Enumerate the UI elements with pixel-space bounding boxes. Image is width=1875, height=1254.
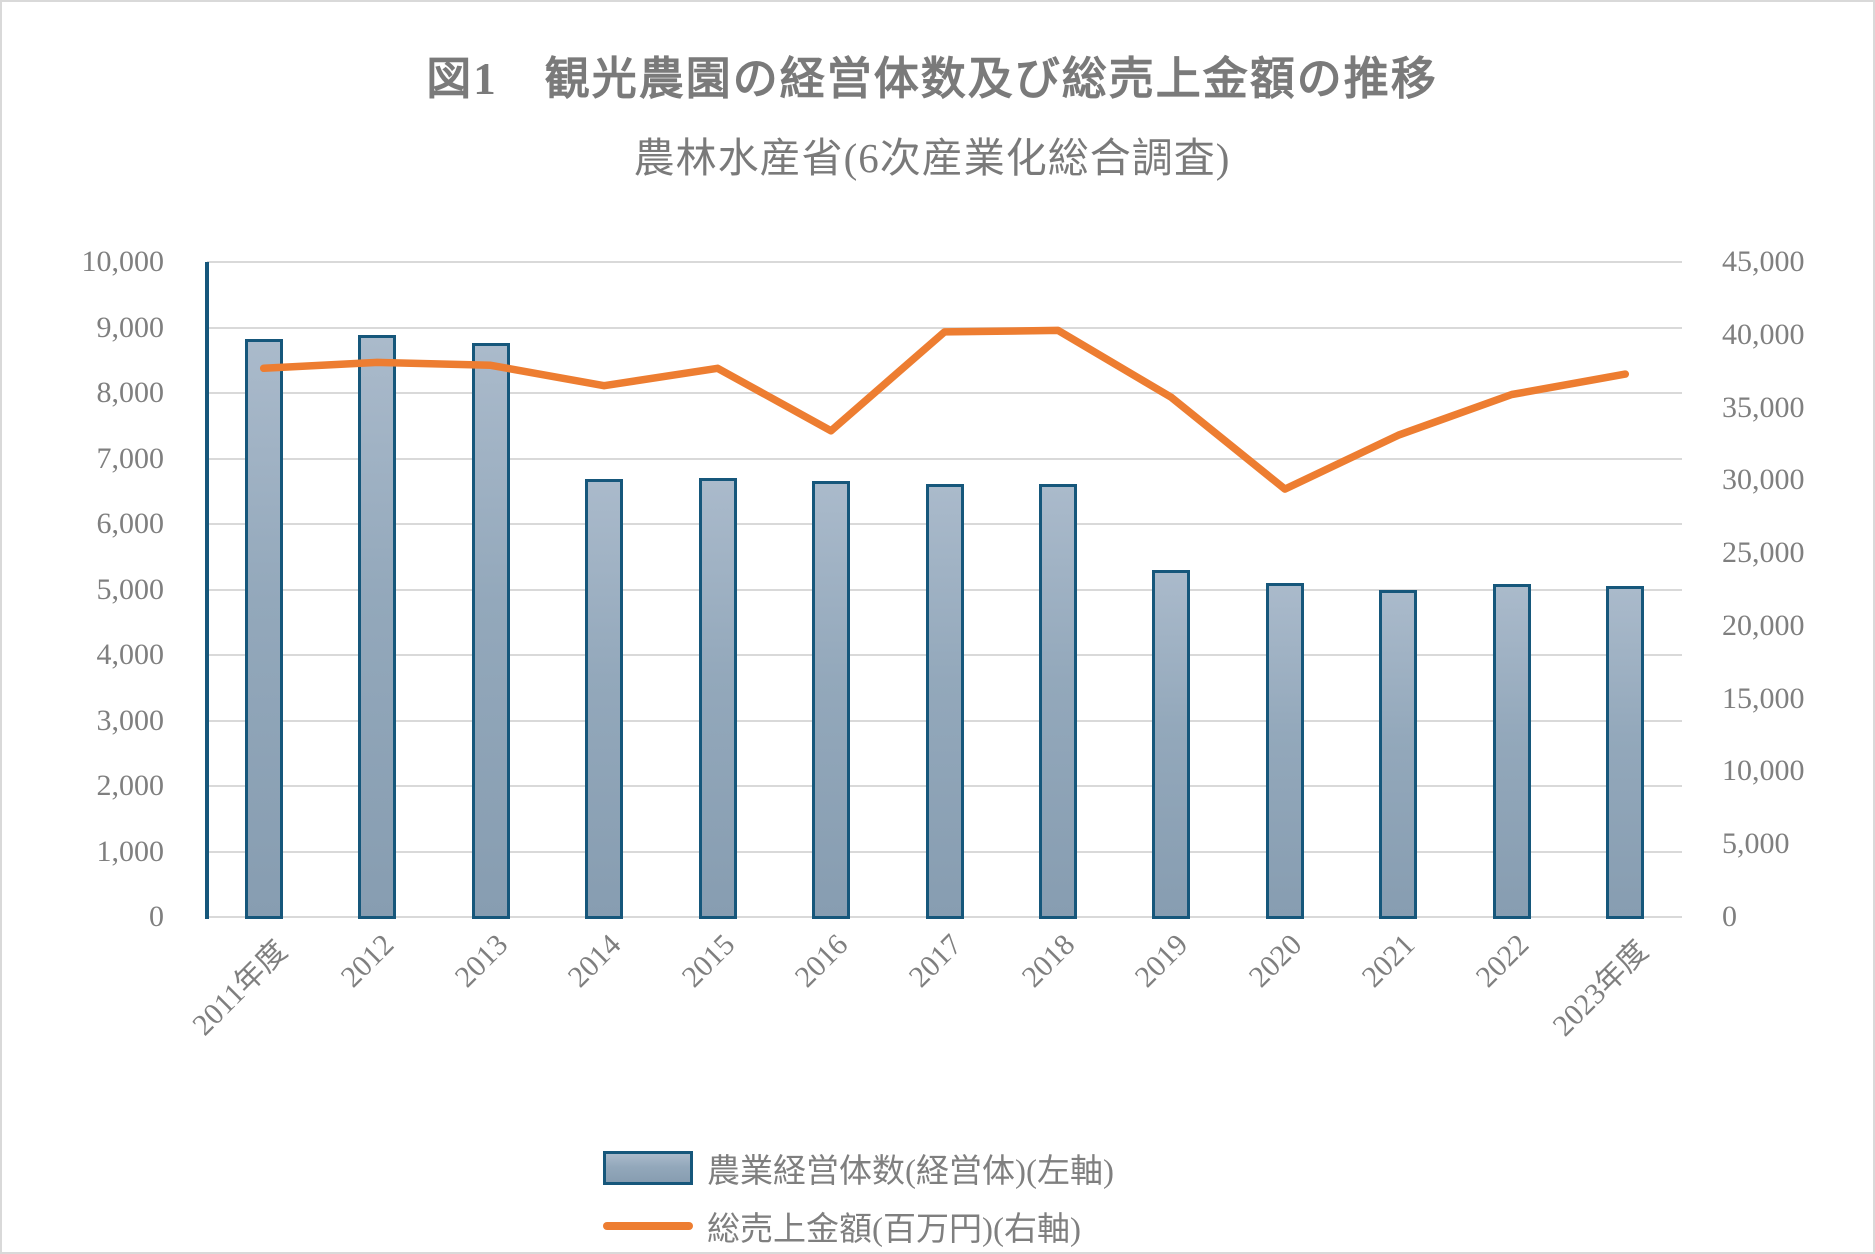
bar-2020 [1265,582,1304,919]
bar-2016 [812,481,851,919]
x-axis-tick-label-2019: 2019 [1128,928,1195,994]
gridline [207,261,1682,263]
bar-2023年度 [1606,586,1645,919]
x-axis-tick-label-2017: 2017 [902,928,968,994]
bar-2012 [358,335,397,919]
legend-bar-swatch [603,1151,693,1185]
x-axis-tick-label-2015: 2015 [675,928,741,994]
y-axis-right-tick-label: 20,000 [1722,608,1805,642]
y-axis-right-tick-label: 40,000 [1722,317,1805,351]
gridline [207,392,1682,394]
sales-line [259,326,1630,493]
y-axis-left-tick-label: 8,000 [96,376,165,409]
y-axis-left-tick-label: 2,000 [96,769,165,802]
bar-2018 [1038,484,1077,919]
y-axis-right-tick-label: 10,000 [1722,754,1805,788]
y-axis-left-tick-label: 0 [149,900,164,933]
legend-line-swatch [603,1222,693,1230]
x-axis-tick-label-2021: 2021 [1355,928,1422,994]
y-axis-left-tick-label: 9,000 [96,310,165,344]
chart-title: 図1 観光農園の経営体数及び総売上金額の推移 [426,54,1438,104]
y-axis-right-tick-label: 30,000 [1722,463,1805,497]
y-axis-right-tick-label: 0 [1722,900,1737,933]
x-axis-tick-label-2013: 2013 [448,928,514,994]
y-axis-left-tick-label: 10,000 [81,245,165,278]
bar-2014 [585,479,624,919]
bar-2013 [471,342,510,919]
legend-item-bars: 農業経営体数(経営体)(左軸) [603,1142,1114,1194]
bar-2011年度 [244,338,283,919]
y-axis-right-tick-label: 45,000 [1722,245,1805,278]
bar-2021 [1379,589,1418,919]
gridline [207,326,1682,329]
x-axis-tick-label-2023年度: 2023年度 [1546,934,1655,1043]
y-axis-left-tick-label: 3,000 [96,703,165,737]
y-axis-right-tick-label: 25,000 [1722,536,1805,570]
left-axis-line [205,262,209,919]
bar-2017 [925,484,964,919]
gridline [207,457,1682,460]
x-axis-tick-label-2018: 2018 [1015,928,1082,994]
legend-label-line: 総売上金額(百万円)(右軸) [707,1212,1081,1248]
y-axis-left-tick-label: 1,000 [96,834,165,868]
y-axis-right-tick-label: 35,000 [1722,390,1805,424]
x-axis-tick-label-2020: 2020 [1242,928,1309,994]
chart-subtitle: 農林水産省(6次産業化総合調査) [633,135,1231,181]
y-axis-left-tick-label: 5,000 [96,572,165,606]
legend-item-line: 総売上金額(百万円)(右軸) [603,1200,1081,1252]
y-axis-left-tick-label: 4,000 [96,638,165,671]
y-axis-right-tick-label: 5,000 [1722,827,1790,861]
legend-label-bars: 農業経営体数(経営体)(左軸) [707,1154,1114,1190]
y-axis-left-tick-label: 7,000 [96,441,165,475]
x-axis-tick-label-2014: 2014 [561,928,628,994]
bar-2022 [1492,583,1531,919]
y-axis-right-tick-label: 15,000 [1722,681,1805,715]
bar-2015 [698,478,737,919]
x-axis-tick-label-2011年度: 2011年度 [186,934,294,1042]
x-axis-tick-label-2012: 2012 [334,928,401,994]
x-axis-tick-label-2016: 2016 [788,928,855,994]
bar-2019 [1152,569,1191,919]
y-axis-left-tick-label: 6,000 [96,507,165,540]
